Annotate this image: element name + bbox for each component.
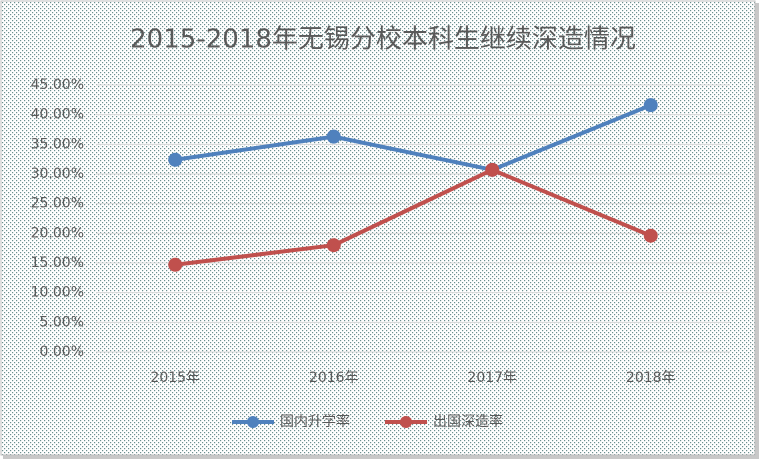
x-tick-label: 2015年 — [150, 370, 200, 386]
x-tick-label: 2016年 — [309, 370, 359, 386]
series-line — [174, 103, 652, 172]
point — [326, 129, 341, 144]
y-tick-label: 15.00% — [31, 255, 84, 271]
chart-background — [0, 0, 756, 456]
point — [168, 152, 183, 167]
y-tick-label: 30.00% — [31, 166, 84, 182]
legend-label: 国内升学率 — [280, 413, 350, 430]
y-tick-label: 45.00% — [31, 77, 84, 93]
legend-marker — [247, 416, 259, 428]
y-tick-label: 40.00% — [31, 107, 84, 123]
y-tick-label: 35.00% — [31, 136, 84, 152]
series-line — [175, 167, 652, 267]
y-tick-label: 25.00% — [31, 196, 84, 212]
y-tick-label: 10.00% — [31, 285, 84, 301]
chart-title: 2015-2018年无锡分校本科生继续深造情况 — [130, 25, 636, 55]
point — [643, 228, 658, 243]
point — [326, 238, 341, 253]
legend-marker — [400, 416, 412, 428]
legend-label: 出国深造率 — [433, 413, 503, 430]
x-tick-label: 2018年 — [626, 370, 676, 386]
x-tick-label: 2017年 — [467, 370, 517, 386]
point — [643, 98, 658, 113]
y-tick-label: 20.00% — [31, 225, 84, 241]
point — [485, 162, 500, 177]
y-tick-label: 5.00% — [40, 314, 84, 330]
point — [168, 257, 183, 272]
y-tick-label: 0.00% — [40, 344, 84, 360]
